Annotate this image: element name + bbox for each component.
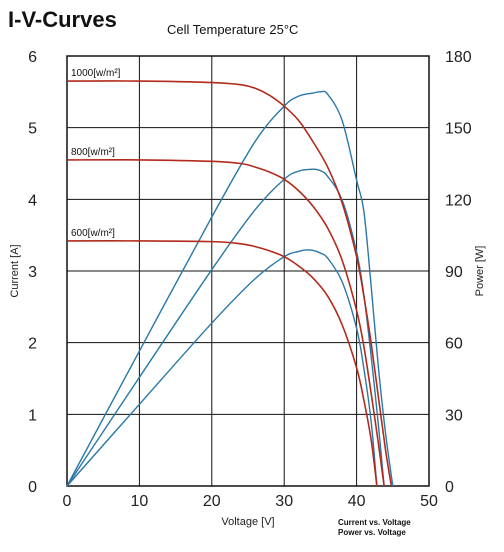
irradiance-label: 800[w/m²] — [71, 147, 115, 158]
irradiance-label: 1000[w/m²] — [71, 68, 121, 79]
y-left-tick-label: 4 — [28, 192, 37, 209]
chart-title: I-V-Curves — [8, 7, 117, 32]
power-curve — [66, 90, 394, 487]
y-left-tick-label: 5 — [28, 121, 37, 138]
x-tick-label: 20 — [203, 493, 221, 510]
x-axis-label: Voltage [V] — [221, 516, 274, 528]
power-curve — [66, 168, 385, 487]
y-right-tick-label: 120 — [445, 192, 472, 209]
current-curve — [66, 159, 385, 487]
y-axis-right-label: Power [W] — [474, 246, 486, 297]
x-tick-label: 40 — [348, 493, 366, 510]
y-left-tick-label: 3 — [28, 264, 37, 281]
current-curve — [66, 240, 378, 487]
plot-frame — [66, 55, 430, 487]
x-tick-label: 30 — [275, 493, 293, 510]
y-left-tick-label: 6 — [28, 49, 37, 66]
legend-current-vs-voltage: Current vs. Voltage — [338, 518, 411, 527]
x-tick-label: 10 — [131, 493, 149, 510]
y-right-tick-label: 90 — [445, 264, 463, 281]
y-right-tick-label: 30 — [445, 407, 463, 424]
x-tick-label: 0 — [63, 493, 72, 510]
power-curves — [66, 90, 394, 487]
current-curve — [66, 80, 393, 487]
irradiance-labels: 1000[w/m²] 800[w/m²] 600[w/m²] — [71, 68, 121, 239]
y-axis-left-label: Current [A] — [9, 244, 21, 297]
chart-subtitle: Cell Temperature 25°C — [167, 22, 298, 37]
y-right-tick-label: 0 — [445, 479, 454, 496]
legend-power-vs-voltage: Power vs. Voltage — [338, 528, 406, 537]
y-left-tick-label: 0 — [28, 479, 37, 496]
power-curve — [66, 249, 378, 487]
y-right-tick-label: 60 — [445, 336, 463, 353]
irradiance-label: 600[w/m²] — [71, 228, 115, 239]
x-tick-label: 50 — [420, 493, 438, 510]
grid-lines — [67, 56, 429, 486]
current-curves — [66, 80, 393, 487]
y-left-tick-label: 2 — [28, 336, 37, 353]
y-left-tick-label: 1 — [28, 407, 37, 424]
y-right-tick-label: 150 — [445, 121, 472, 138]
y-right-tick-label: 180 — [445, 49, 472, 66]
